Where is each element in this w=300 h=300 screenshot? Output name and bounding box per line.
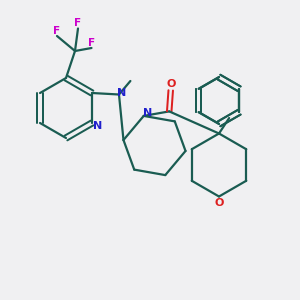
Text: O: O <box>166 80 175 89</box>
Text: F: F <box>74 18 82 28</box>
Text: F: F <box>88 38 95 48</box>
Text: O: O <box>214 198 224 208</box>
Text: F: F <box>53 26 61 36</box>
Text: N: N <box>143 108 152 118</box>
Text: N: N <box>93 121 102 131</box>
Text: N: N <box>117 88 126 98</box>
